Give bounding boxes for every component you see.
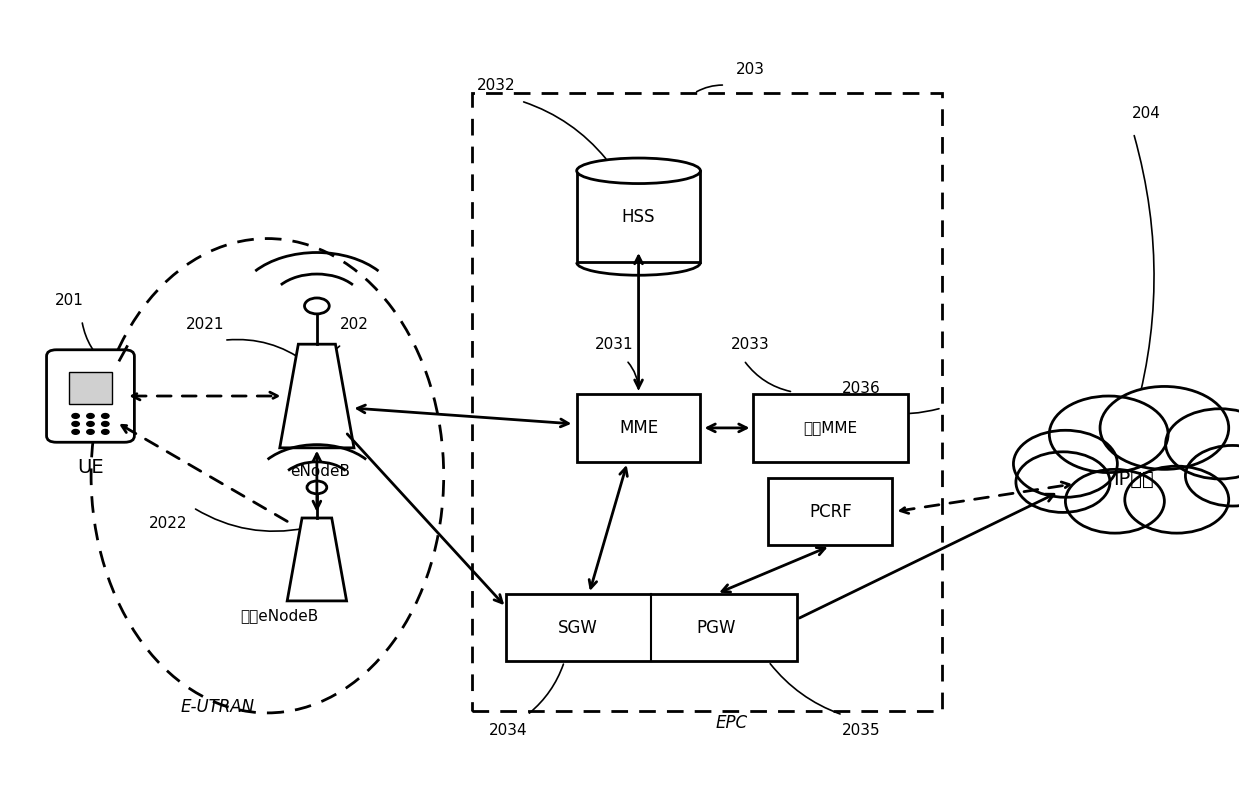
Circle shape (87, 414, 94, 418)
Text: 2035: 2035 (842, 723, 880, 738)
Text: MME: MME (619, 419, 658, 437)
Text: 203: 203 (735, 62, 764, 77)
Text: 2031: 2031 (594, 337, 634, 352)
Circle shape (72, 430, 79, 434)
Text: 2036: 2036 (842, 381, 880, 395)
Text: EPC: EPC (715, 714, 748, 732)
Bar (753, 394, 908, 462)
Text: 201: 201 (55, 293, 84, 308)
Bar (506, 594, 797, 662)
Text: 2033: 2033 (730, 337, 769, 352)
Text: PCRF: PCRF (808, 502, 852, 521)
Text: 其它eNodeB: 其它eNodeB (241, 608, 319, 622)
Text: UE: UE (77, 458, 104, 478)
Text: 2022: 2022 (149, 516, 187, 531)
Circle shape (87, 430, 94, 434)
Bar (577, 394, 701, 462)
Circle shape (1065, 420, 1214, 515)
FancyBboxPatch shape (47, 350, 134, 442)
Circle shape (1016, 452, 1110, 513)
Text: 2034: 2034 (490, 723, 528, 738)
Circle shape (1100, 386, 1229, 470)
Polygon shape (280, 344, 353, 448)
Bar (471, 93, 941, 711)
Bar (69, 372, 112, 404)
Circle shape (102, 414, 109, 418)
Text: PGW: PGW (697, 619, 737, 637)
Circle shape (308, 481, 327, 494)
Text: 204: 204 (1131, 106, 1161, 121)
Circle shape (72, 414, 79, 418)
Text: eNodeB: eNodeB (290, 464, 351, 479)
Bar (1028, 442, 1240, 502)
Text: SGW: SGW (558, 619, 598, 637)
Ellipse shape (577, 158, 701, 183)
Text: HSS: HSS (621, 208, 655, 226)
Circle shape (1065, 470, 1164, 533)
Bar (769, 478, 893, 546)
Circle shape (305, 298, 330, 314)
Circle shape (1125, 466, 1229, 533)
Text: IP业务: IP业务 (1114, 470, 1154, 490)
Text: 2032: 2032 (477, 78, 516, 93)
Circle shape (1013, 430, 1117, 498)
Text: E-UTRAN: E-UTRAN (181, 698, 255, 716)
Circle shape (102, 422, 109, 426)
Circle shape (1166, 409, 1240, 479)
Circle shape (1185, 446, 1240, 506)
Text: 其它MME: 其它MME (804, 421, 857, 435)
Circle shape (1049, 396, 1168, 473)
Circle shape (87, 422, 94, 426)
Text: 2021: 2021 (186, 317, 224, 332)
Circle shape (102, 430, 109, 434)
Polygon shape (288, 518, 346, 601)
Text: 202: 202 (340, 317, 368, 332)
Bar (577, 170, 701, 262)
Circle shape (72, 422, 79, 426)
